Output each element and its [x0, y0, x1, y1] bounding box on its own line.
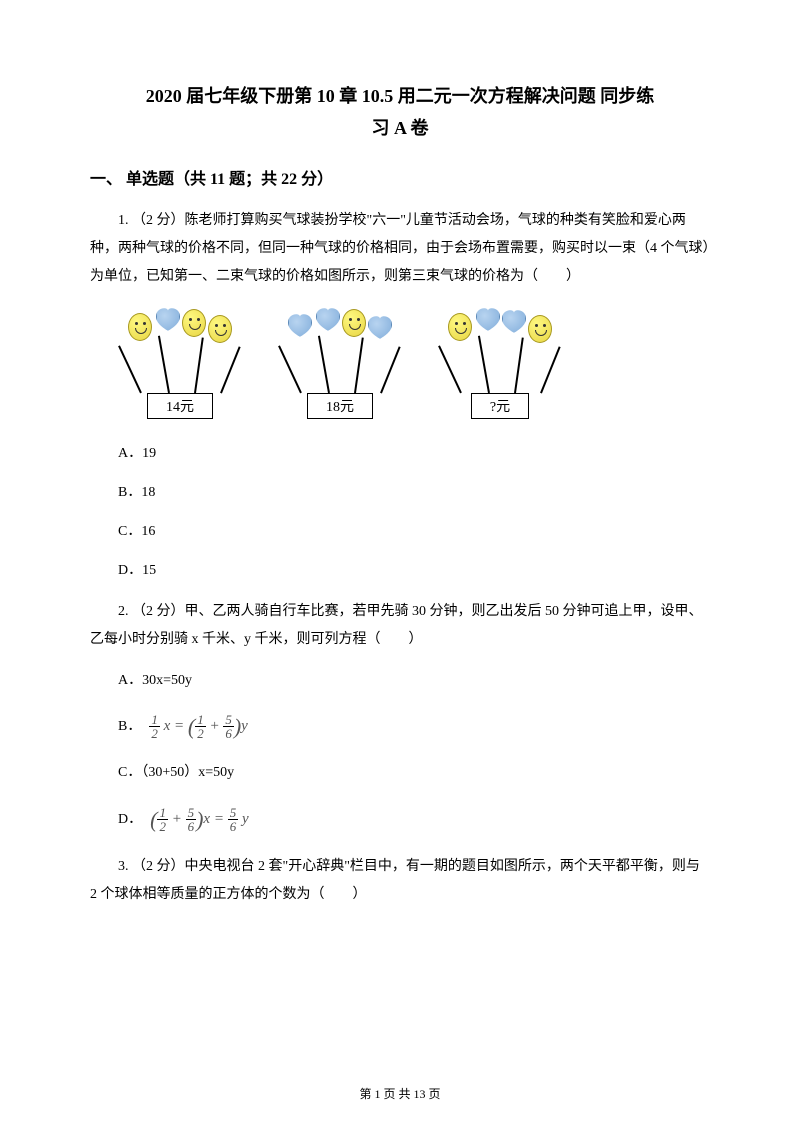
q2-optB-label: B． — [118, 714, 141, 739]
q1-option-d: D．15 — [90, 558, 710, 583]
q2-formula-d: (12 + 56)x = 56 y — [150, 800, 248, 840]
q1-option-a: A．19 — [90, 441, 710, 466]
question-3: 3. （2 分）中央电视台 2 套"开心辞典"栏目中，有一期的题目如图所示，两个… — [90, 853, 710, 909]
balloon-bundle-2: 18元 — [280, 305, 400, 419]
title-line1: 2020 届七年级下册第 10 章 10.5 用二元一次方程解决问题 同步练 — [90, 80, 710, 112]
question-2: 2. （2 分）甲、乙两人骑自行车比赛，若甲先骑 30 分钟，则乙出发后 50 … — [90, 598, 710, 654]
balloon-bundle-1: 14元 — [120, 305, 240, 419]
question-1: 1. （2 分）陈老师打算购买气球装扮学校"六一"儿童节活动会场，气球的种类有笑… — [90, 207, 710, 291]
q2-formula-b: 12 x = (12 + 56)y — [149, 707, 247, 747]
balloon-bundle-3: ?元 — [440, 305, 560, 419]
balloon-figure: 14元 18元 ?元 — [90, 305, 710, 419]
price-label-3: ?元 — [471, 393, 529, 419]
page-footer: 第 1 页 共 13 页 — [0, 1085, 800, 1102]
q2-option-b: B． 12 x = (12 + 56)y — [90, 707, 710, 747]
q1-option-b: B．18 — [90, 480, 710, 505]
price-label-1: 14元 — [147, 393, 213, 419]
q2-optD-label: D． — [118, 807, 142, 832]
q2-option-a: A．30x=50y — [90, 668, 710, 693]
title-line2: 习 A 卷 — [90, 112, 710, 144]
section-header: 一、 单选题（共 11 题；共 22 分） — [90, 165, 710, 189]
q2-option-c: C．（30+50）x=50y — [90, 760, 710, 785]
q1-option-c: C．16 — [90, 519, 710, 544]
q2-option-d: D． (12 + 56)x = 56 y — [90, 800, 710, 840]
price-label-2: 18元 — [307, 393, 373, 419]
